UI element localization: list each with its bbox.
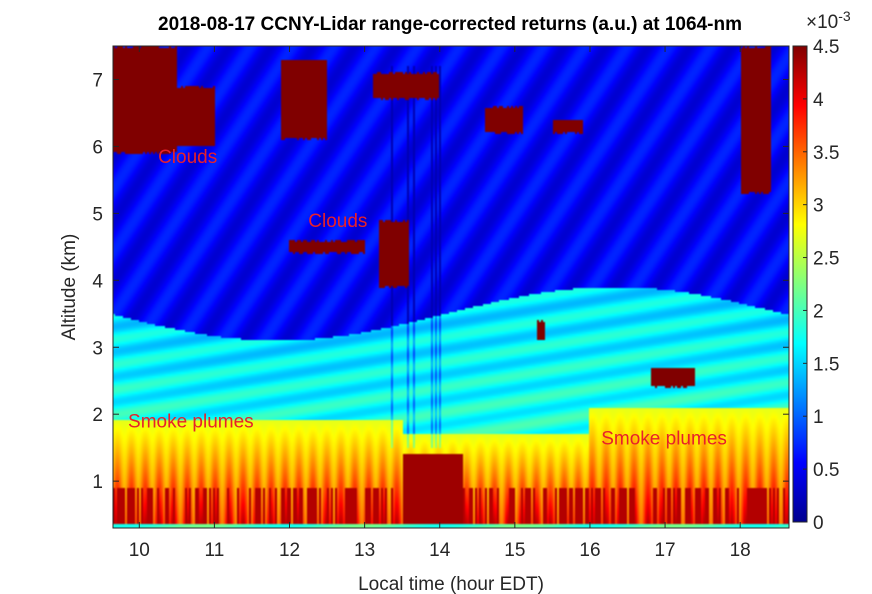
colorbar: 0 0.5 1 1.5 2 2.5 3 3.5 4 4.5 ×10-3 <box>792 8 851 534</box>
y-axis-label: Altitude (km) <box>59 234 80 341</box>
y-tick-label: 4 <box>92 271 103 292</box>
colorbar-tick-label: 1.5 <box>813 354 839 375</box>
plot-frame <box>112 45 790 529</box>
colorbar-tick-label: 2.5 <box>813 249 839 270</box>
x-axis-label: Local time (hour EDT) <box>358 574 544 594</box>
colorbar-tick-label: 3.5 <box>813 143 839 164</box>
y-tick-label: 1 <box>92 472 103 493</box>
colorbar-tick-label: 3 <box>813 196 824 217</box>
y-tick-label: 5 <box>92 204 103 225</box>
annotation-label: Clouds <box>308 211 367 232</box>
x-tick-label: 10 <box>129 540 150 561</box>
annotation-label: Clouds <box>158 147 217 168</box>
x-axis-ticks: 10 11 12 13 14 15 16 17 18 <box>129 46 751 561</box>
colorbar-ticks: 0 0.5 1 1.5 2 2.5 3 3.5 4 4.5 <box>803 37 839 534</box>
y-tick-label: 6 <box>92 137 103 158</box>
y-tick-label: 3 <box>92 338 103 359</box>
colorbar-gradient <box>792 45 808 523</box>
colorbar-exponent-power: -3 <box>838 8 851 24</box>
y-tick-label: 2 <box>92 405 103 426</box>
colorbar-tick-label: 0.5 <box>813 460 839 481</box>
colorbar-tick-label: 0 <box>813 513 824 534</box>
colorbar-exponent: ×10-3 <box>806 8 851 33</box>
x-tick-label: 11 <box>205 540 225 561</box>
colorbar-tick-label: 1 <box>813 407 824 428</box>
x-tick-label: 14 <box>429 540 451 561</box>
x-tick-label: 13 <box>354 540 375 561</box>
heatmap-area <box>113 46 789 528</box>
y-tick-label: 7 <box>92 70 103 91</box>
annotations: Clouds Clouds Smoke plumes Smoke plumes <box>128 147 727 449</box>
annotation-label: Smoke plumes <box>601 428 727 449</box>
x-tick-label: 17 <box>654 540 675 561</box>
chart-title: 2018-08-17 CCNY-Lidar range-corrected re… <box>158 14 742 35</box>
annotation-label: Smoke plumes <box>128 412 254 433</box>
y-axis-ticks: 1 2 3 4 5 6 7 <box>92 70 789 493</box>
heatmap-image <box>113 46 789 528</box>
colorbar-tick-label: 4.5 <box>813 37 839 58</box>
colorbar-exponent-base: ×10 <box>806 12 838 33</box>
colorbar-tick-label: 4 <box>813 90 824 111</box>
x-tick-label: 15 <box>504 540 525 561</box>
x-tick-label: 16 <box>579 540 600 561</box>
x-tick-label: 12 <box>279 540 300 561</box>
colorbar-tick-label: 2 <box>813 301 824 322</box>
x-tick-label: 18 <box>730 540 751 561</box>
